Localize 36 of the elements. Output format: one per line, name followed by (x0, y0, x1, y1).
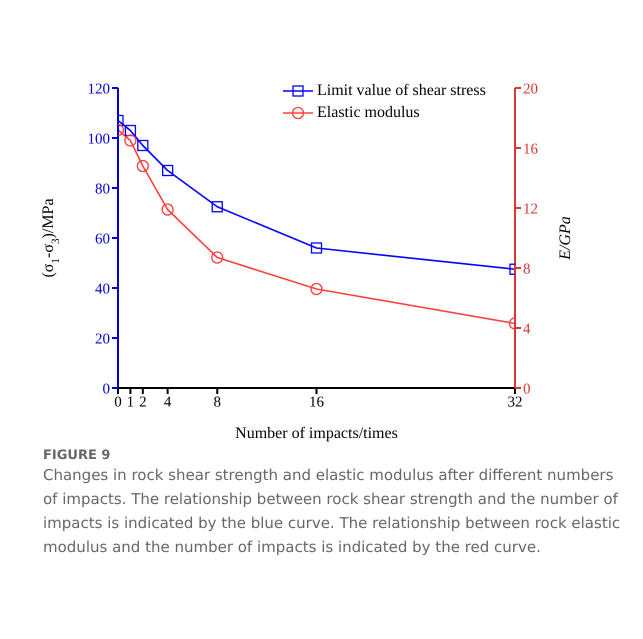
legend-label: Elastic modulus (317, 104, 420, 122)
point (161, 203, 174, 216)
x-tick-label: 4 (164, 394, 172, 411)
y2-axis-title: E/GPa (557, 216, 574, 261)
point (310, 282, 323, 296)
y-tick-label: 80 (95, 181, 110, 198)
y2-tick-label: 0 (523, 381, 530, 398)
y2-tick-label: 8 (523, 261, 530, 278)
y-tick-label: 120 (88, 81, 110, 98)
point (212, 201, 223, 212)
x-tick-label: 0 (114, 394, 122, 411)
point (310, 242, 322, 254)
x-tick-label: 8 (214, 394, 221, 411)
y2-tick-label: 12 (523, 201, 538, 218)
point (124, 124, 136, 136)
text: FIGURE 9 (43, 448, 112, 463)
point (136, 160, 149, 172)
y2-tick-label: 20 (523, 81, 538, 98)
x-tick-label: 32 (508, 394, 522, 411)
y-tick-label: 60 (95, 231, 110, 248)
point (211, 251, 224, 264)
point (162, 164, 174, 176)
y-tick-label: 100 (88, 131, 110, 148)
x-axis-title: Number of impacts/times (235, 425, 398, 442)
y-tick-label: 40 (95, 281, 110, 298)
point (137, 140, 148, 152)
y-tick-label: 20 (95, 331, 110, 348)
x-tick-label: 2 (139, 394, 147, 411)
point (124, 134, 137, 147)
x-tick-label: 1 (126, 394, 134, 411)
y-tick-label: 0 (102, 381, 110, 398)
x-tick-label: 16 (309, 394, 324, 411)
text: Changes in rock shear strength and elastic modulus after different numbers of impacts. The relationship between rock shear strength and the number of impacts is indicated by the blue curve. The relationship between rock elastic modulus and the number of impacts is indicated by the red curve. (43, 465, 622, 558)
legend-label: Limit value of shear stress (317, 82, 486, 100)
y2-tick-label: 16 (523, 141, 538, 158)
y2-tick-label: 4 (523, 321, 531, 338)
